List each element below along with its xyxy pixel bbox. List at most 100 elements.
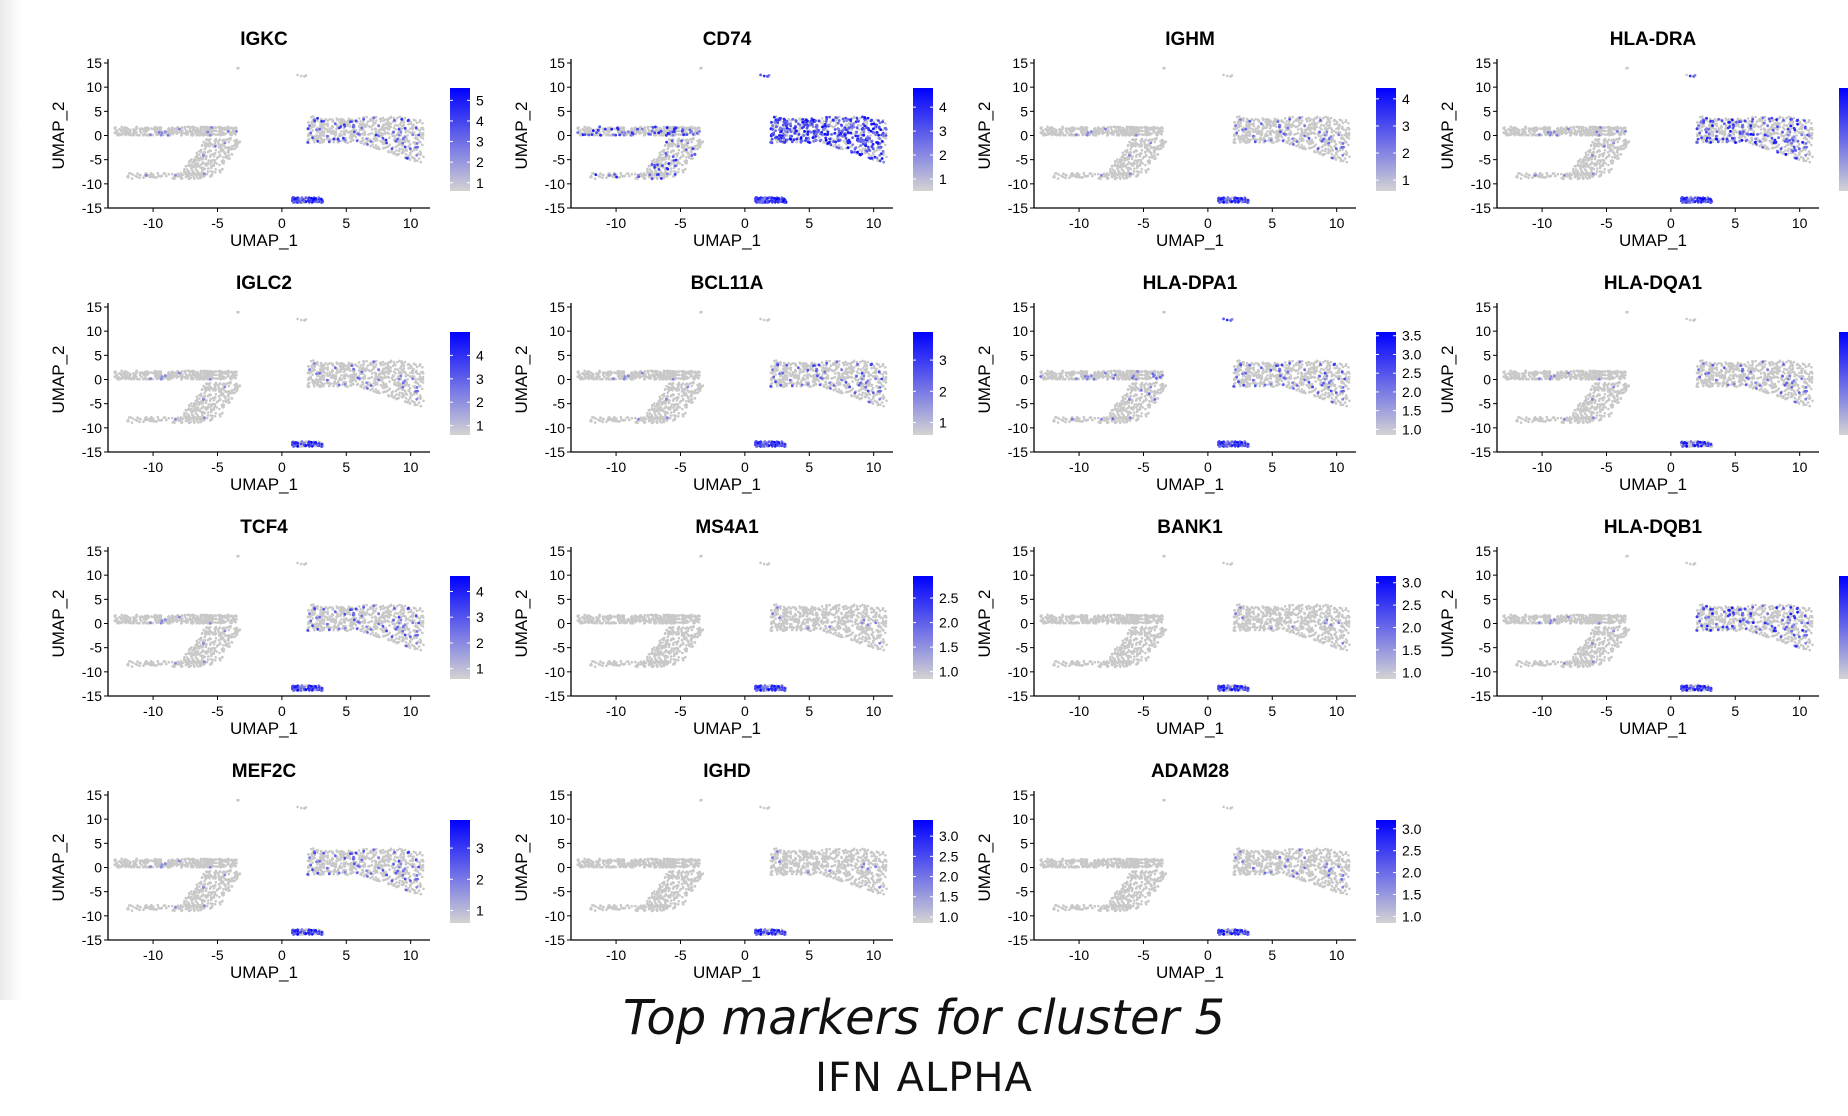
colorbar xyxy=(913,88,933,191)
cell-point xyxy=(1145,133,1148,136)
cell-point-expressed xyxy=(837,139,840,143)
cell-point-expressed xyxy=(293,197,297,201)
cell-point xyxy=(393,134,397,138)
cell-point xyxy=(1243,139,1246,142)
cell-point xyxy=(384,122,388,125)
cell-point xyxy=(1136,174,1140,177)
cell-point xyxy=(1046,125,1049,129)
cell-point-expressed xyxy=(856,137,860,141)
y-tick-label: -10 xyxy=(82,176,102,192)
cell-point xyxy=(176,172,180,175)
cell-point-expressed xyxy=(397,133,401,137)
cell-point xyxy=(409,131,412,135)
cell-point-expressed xyxy=(1282,132,1286,136)
cell-point-expressed xyxy=(316,199,320,203)
cell-point-expressed xyxy=(164,130,167,134)
cell-point-expressed xyxy=(881,150,885,153)
cell-point xyxy=(194,131,197,135)
cell-point-expressed xyxy=(877,119,880,122)
cell-point xyxy=(138,176,141,180)
cell-point xyxy=(212,162,216,166)
cell-point-expressed xyxy=(856,150,859,154)
cell-point xyxy=(696,144,699,147)
cell-point xyxy=(1125,174,1129,178)
cell-point xyxy=(190,158,193,161)
cell-point xyxy=(692,136,695,140)
cell-point xyxy=(1785,124,1789,127)
cell-point xyxy=(230,147,233,151)
cell-point xyxy=(396,124,400,127)
cell-point xyxy=(415,121,419,125)
cell-point xyxy=(1238,125,1241,129)
cell-point xyxy=(1242,119,1245,122)
cell-point xyxy=(681,163,684,167)
cell-point xyxy=(576,127,580,131)
cell-point-expressed xyxy=(693,152,697,156)
cell-point xyxy=(1724,117,1727,120)
y-tick-label: -15 xyxy=(82,200,102,216)
cell-point xyxy=(677,137,681,141)
cell-point xyxy=(1275,140,1278,143)
cell-point xyxy=(1120,131,1123,135)
cell-point-expressed xyxy=(676,145,680,148)
cell-point-expressed xyxy=(1263,139,1267,143)
cell-point-expressed xyxy=(374,133,378,137)
cell-point-expressed xyxy=(616,126,619,130)
cell-point-expressed xyxy=(869,156,872,160)
cell-point-expressed xyxy=(690,154,694,157)
cell-point xyxy=(695,129,698,133)
cell-point-expressed xyxy=(653,166,657,169)
cell-point xyxy=(1140,148,1144,152)
cell-point xyxy=(411,125,414,129)
cell-point-expressed xyxy=(1325,130,1329,134)
cell-point xyxy=(331,119,335,122)
cell-point xyxy=(798,127,802,131)
colorbar xyxy=(1376,88,1396,191)
cell-point xyxy=(187,163,191,166)
cell-point xyxy=(376,145,380,149)
cell-point xyxy=(384,127,388,130)
colorbar-tick-label: 1 xyxy=(476,175,484,191)
cell-point-expressed xyxy=(809,130,813,134)
cell-point xyxy=(852,115,856,119)
cell-point xyxy=(1076,175,1079,179)
cell-point xyxy=(394,123,397,127)
cell-point xyxy=(1117,125,1120,129)
cell-point xyxy=(318,141,322,144)
cell-point-expressed xyxy=(1269,138,1273,142)
cell-point-expressed xyxy=(681,128,685,132)
cell-point xyxy=(1807,140,1810,143)
cell-point xyxy=(1292,120,1296,123)
cell-point xyxy=(1150,155,1154,159)
cell-point-expressed xyxy=(846,131,850,134)
cell-point xyxy=(1327,147,1330,151)
cell-point xyxy=(1295,119,1298,123)
cell-point xyxy=(1148,138,1151,142)
cell-point-expressed xyxy=(762,74,766,78)
cell-point xyxy=(200,166,204,170)
y-axis-label: UMAP_2 xyxy=(49,101,68,169)
cell-point xyxy=(1126,144,1130,148)
cell-point-expressed xyxy=(664,152,668,155)
cell-point xyxy=(234,132,237,136)
cell-point-expressed xyxy=(1330,156,1334,160)
cell-point xyxy=(1237,129,1240,132)
cell-point xyxy=(396,144,399,147)
cell-point-expressed xyxy=(1239,118,1242,121)
cell-point xyxy=(1321,153,1324,157)
cell-point xyxy=(1347,137,1351,140)
cell-point xyxy=(1127,157,1130,161)
cell-point-expressed xyxy=(356,132,360,136)
cell-point xyxy=(1810,137,1814,140)
cell-point xyxy=(1137,158,1141,162)
cell-point xyxy=(1113,174,1117,178)
cell-point-expressed xyxy=(610,127,614,131)
cell-point-expressed xyxy=(862,130,866,134)
cell-point xyxy=(224,155,228,159)
cell-point xyxy=(417,157,421,160)
cell-point xyxy=(127,133,131,136)
cell-point-expressed xyxy=(686,141,690,145)
cell-point xyxy=(171,172,174,176)
cell-point xyxy=(368,132,372,136)
cell-point xyxy=(224,151,227,155)
